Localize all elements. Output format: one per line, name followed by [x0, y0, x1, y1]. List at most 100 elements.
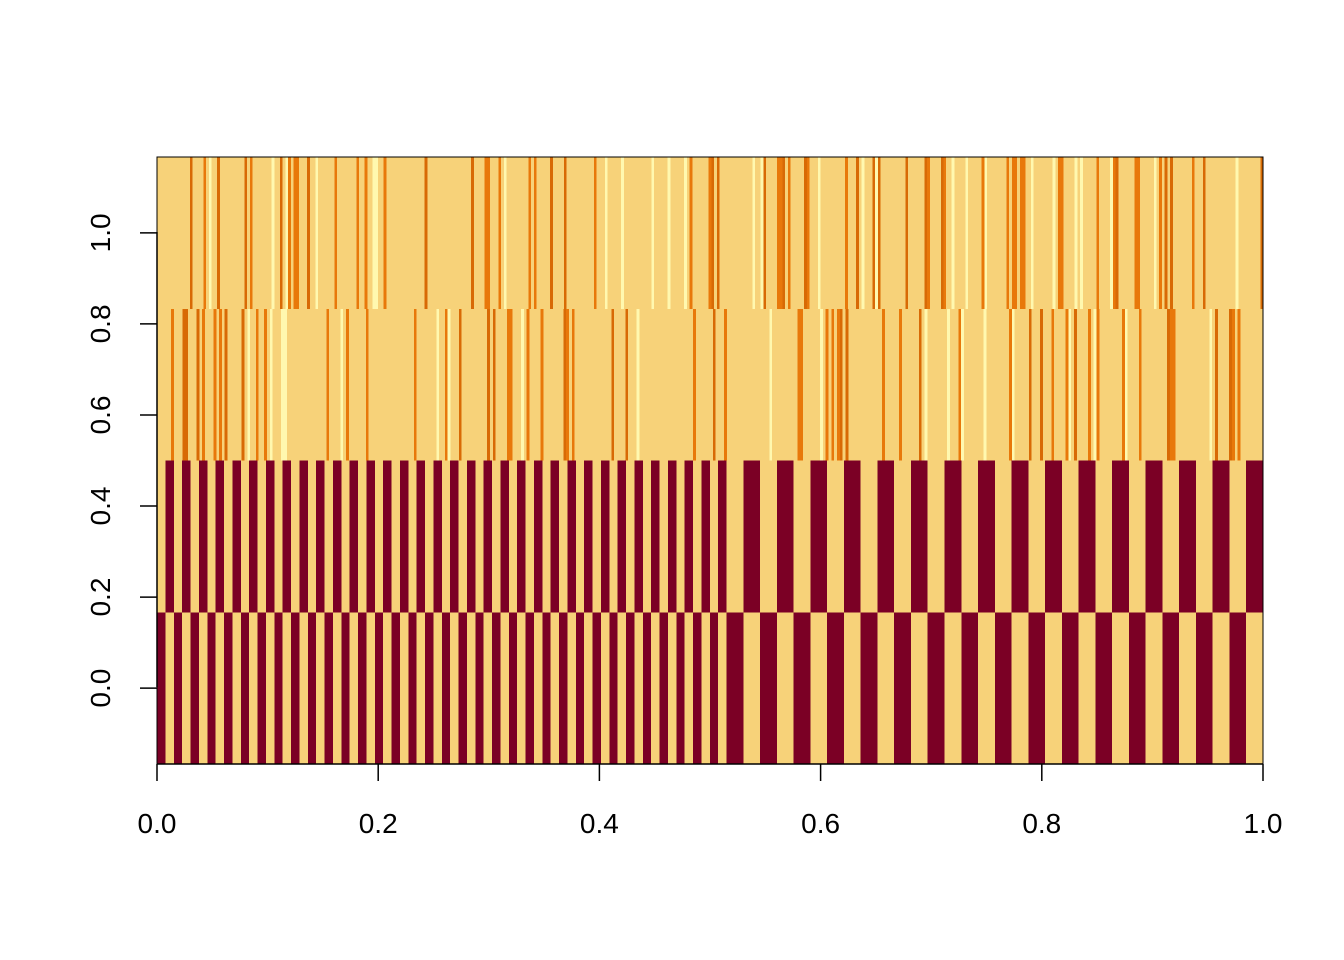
heatmap-cell	[817, 157, 821, 309]
heatmap-cell	[636, 308, 640, 461]
heatmap-cell	[326, 308, 330, 461]
heatmap-cell	[651, 460, 660, 613]
heatmap-cell	[240, 612, 250, 764]
heatmap-cell	[332, 460, 342, 613]
heatmap-cell	[408, 612, 418, 764]
heatmap-cell	[566, 308, 569, 461]
heatmap-cell	[257, 460, 267, 613]
heatmap-cell	[592, 612, 602, 764]
heatmap-cell	[882, 308, 885, 461]
heatmap-cell	[282, 460, 292, 613]
y-tick-label: 0.6	[85, 396, 116, 435]
heatmap-cell	[374, 612, 384, 764]
heatmap-cell	[1052, 157, 1056, 309]
heatmap-cell	[255, 308, 259, 461]
heatmap-cell	[185, 308, 189, 461]
heatmap-cell	[1162, 460, 1180, 613]
heatmap-cell	[1191, 157, 1195, 309]
x-tick-label: 0.2	[359, 808, 398, 839]
heatmap-cell	[425, 460, 434, 613]
heatmap-cell	[1179, 612, 1197, 764]
heatmap-cell	[182, 460, 191, 613]
heatmap-cell	[1195, 460, 1214, 613]
heatmap-cell	[441, 612, 451, 764]
heatmap-cell	[433, 612, 443, 764]
x-tick-label: 0.8	[1022, 808, 1061, 839]
heatmap-cell	[877, 612, 895, 764]
heatmap-cell	[872, 157, 876, 309]
heatmap-cell	[769, 308, 773, 461]
heatmap-cell	[500, 460, 510, 613]
heatmap-cell	[708, 157, 712, 309]
heatmap-cell	[910, 612, 929, 764]
heatmap-cell	[983, 308, 987, 461]
heatmap-cell	[213, 308, 217, 461]
heatmap-cell	[856, 157, 859, 309]
heatmap-cell	[1172, 308, 1176, 461]
heatmap-cell	[743, 612, 761, 764]
heatmap-cell	[776, 460, 795, 613]
heatmap-cells	[157, 157, 1264, 764]
heatmap-cell	[634, 612, 644, 764]
heatmap-cell	[274, 460, 284, 613]
heatmap-cell	[1260, 157, 1263, 309]
heatmap-cell	[506, 308, 510, 461]
heatmap-cell	[810, 460, 828, 613]
heatmap-cell	[1095, 460, 1113, 613]
heatmap-cell	[659, 460, 669, 613]
heatmap-cell	[240, 460, 250, 613]
heatmap-cell	[157, 612, 166, 764]
heatmap-cell	[927, 157, 930, 309]
heatmap-cell	[207, 612, 217, 764]
heatmap-cell	[508, 460, 518, 613]
y-ticks: 0.0 0.2 0.4 0.6 0.8 1.0	[85, 213, 157, 708]
heatmap-cell	[444, 308, 448, 461]
heatmap-cell	[416, 612, 426, 764]
heatmap-cell	[776, 157, 780, 309]
heatmap-cell	[567, 460, 577, 613]
heatmap-cell	[219, 308, 222, 461]
heatmap-cell	[198, 612, 208, 764]
heatmap-cell	[860, 460, 878, 613]
heatmap-cell	[571, 308, 575, 461]
heatmap-cell	[299, 460, 309, 613]
heatmap-cell	[171, 308, 174, 461]
x-tick-label: 1.0	[1244, 808, 1283, 839]
heatmap-cell	[899, 308, 902, 461]
heatmap-cell	[1095, 612, 1113, 764]
heatmap-cell	[910, 460, 929, 613]
heatmap-cell	[843, 460, 862, 613]
heatmap-cell	[1202, 157, 1206, 309]
heatmap-cell	[232, 460, 242, 613]
y-tick-label: 1.0	[85, 213, 116, 252]
heatmap-cell	[198, 460, 208, 613]
heatmap-cell	[944, 612, 962, 764]
heatmap-cell	[508, 612, 518, 764]
heatmap-cell	[1011, 308, 1015, 461]
heatmap-cell	[1229, 460, 1247, 613]
heatmap-cell	[827, 460, 845, 613]
heatmap-cell	[667, 157, 671, 309]
heatmap-cell	[346, 308, 349, 461]
heatmap-cell	[542, 612, 552, 764]
heatmap-cell	[609, 460, 619, 613]
heatmap-cell	[299, 612, 309, 764]
heatmap-cell	[269, 308, 273, 461]
heatmap-cell	[383, 612, 392, 764]
heatmap-cell	[1145, 460, 1163, 613]
heatmap-cell	[626, 460, 635, 613]
heatmap-cell	[265, 612, 275, 764]
heatmap-cell	[609, 612, 619, 764]
heatmap-cell	[1169, 308, 1173, 461]
heatmap-cell	[517, 612, 526, 764]
heatmap-cell	[1115, 157, 1119, 309]
heatmap-cell	[961, 308, 964, 461]
heatmap-cell	[509, 308, 513, 461]
heatmap-cell	[1137, 157, 1141, 309]
heatmap-cell	[241, 308, 245, 461]
heatmap-cell	[525, 460, 535, 613]
heatmap-cell	[182, 612, 191, 764]
x-tick-label: 0.4	[580, 808, 619, 839]
heatmap-cell	[316, 460, 325, 613]
